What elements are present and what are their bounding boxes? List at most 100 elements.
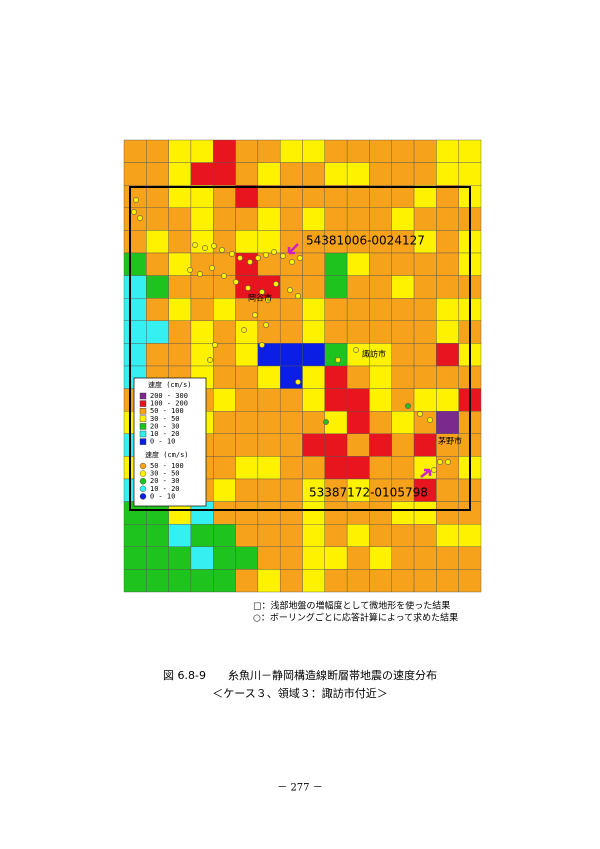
map-cell: [436, 501, 459, 525]
map-cell: [235, 569, 259, 593]
map-cell: [413, 162, 437, 186]
map-cell: [436, 320, 459, 344]
map-cell: [168, 139, 192, 163]
map-cell: [324, 343, 348, 367]
map-cell: [413, 252, 437, 276]
map-cell: [146, 207, 169, 231]
map-cell: [257, 230, 281, 254]
map-cell: [413, 501, 437, 525]
legend-label: 30 - 50: [150, 470, 180, 478]
map-cell: [436, 162, 459, 186]
map-cell: [257, 478, 281, 502]
map-cell: [324, 569, 348, 593]
legend-label: 100 - 200: [150, 400, 188, 408]
boring-point: [259, 289, 265, 295]
boring-point: [247, 259, 253, 265]
city-label: 茅野市: [438, 436, 462, 446]
map-cell: [146, 343, 169, 367]
boring-point: [427, 417, 433, 423]
map-cell: [302, 343, 326, 367]
map-cell: [346, 252, 370, 276]
map-cell: [369, 411, 392, 435]
map-cell: [168, 569, 192, 593]
map-cell: [302, 184, 326, 208]
boring-point: [335, 357, 341, 363]
map-cell: [391, 433, 415, 457]
map-cell: [146, 546, 169, 570]
map-cell: [257, 207, 281, 231]
map-cell: [123, 569, 147, 593]
boring-point: [263, 252, 269, 258]
map-cell: [235, 546, 259, 570]
map-cell: [391, 162, 415, 186]
map-cell: [324, 252, 348, 276]
map-cell: [391, 320, 415, 344]
map-cell: [369, 298, 392, 322]
map-cell: [123, 275, 147, 299]
boring-points: [131, 197, 451, 473]
map-cell: [302, 320, 326, 344]
map-cell: [302, 365, 326, 389]
map-cell: [190, 139, 214, 163]
legend-label: 30 - 50: [150, 415, 180, 423]
map-cell: [190, 569, 214, 593]
map-cell: [213, 388, 236, 412]
map-cell: [346, 162, 370, 186]
map-cell: [257, 365, 281, 389]
legend-swatch: [139, 485, 147, 492]
map-cell: [257, 139, 281, 163]
map-cell: [369, 433, 392, 457]
site-label: 53387172-0105798: [309, 486, 428, 500]
boring-point: [295, 293, 301, 299]
map-cell: [369, 275, 392, 299]
map-cell: [146, 139, 169, 163]
map-cell: [324, 501, 348, 525]
page-number: － 277 －: [277, 783, 322, 794]
boring-point: [245, 285, 251, 291]
boring-point: [445, 459, 451, 465]
map-cell: [213, 320, 236, 344]
legend-label: 10 - 20: [150, 430, 180, 438]
legend-swatch: [139, 430, 147, 438]
map-cell: [190, 162, 214, 186]
map-cell: [146, 275, 169, 299]
map-cell: [235, 320, 259, 344]
map-cell: [369, 388, 392, 412]
map-cell: [257, 569, 281, 593]
map-cell: [324, 298, 348, 322]
map-cell: [324, 456, 348, 480]
map-cell: [279, 524, 303, 548]
map-cell: [391, 139, 415, 163]
map-cell: [257, 320, 281, 344]
map-cell: [391, 546, 415, 570]
boring-point: [259, 342, 265, 348]
map-cell: [213, 478, 236, 502]
map-cell: [346, 456, 370, 480]
map-cell: [369, 139, 392, 163]
boring-point: [297, 255, 303, 261]
map-cell: [302, 207, 326, 231]
legend-label: 20 - 30: [150, 477, 180, 485]
map-cell: [190, 546, 214, 570]
legend-label: 0 - 10: [150, 438, 175, 446]
map-cell: [324, 433, 348, 457]
boring-point: [289, 259, 295, 265]
map-cell: [257, 524, 281, 548]
site-label: 54381006-0024127: [306, 234, 425, 248]
map: [123, 139, 482, 593]
legend-swatch: [139, 408, 147, 415]
map-cell: [257, 162, 281, 186]
boring-point: [192, 242, 198, 248]
note: ○：ボーリングごとに応答計算によって求めた結果: [253, 612, 458, 624]
map-cell: [346, 388, 370, 412]
map-cell: [391, 501, 415, 525]
legend-label: 0 - 10: [150, 492, 175, 500]
map-cell: [346, 139, 370, 163]
map-cell: [146, 162, 169, 186]
map-cell: [235, 343, 259, 367]
arrow: [420, 468, 432, 478]
map-cell: [302, 275, 326, 299]
legend-title: 速度 (cm/s): [148, 380, 192, 389]
legend-label: 20 - 30: [150, 422, 180, 430]
